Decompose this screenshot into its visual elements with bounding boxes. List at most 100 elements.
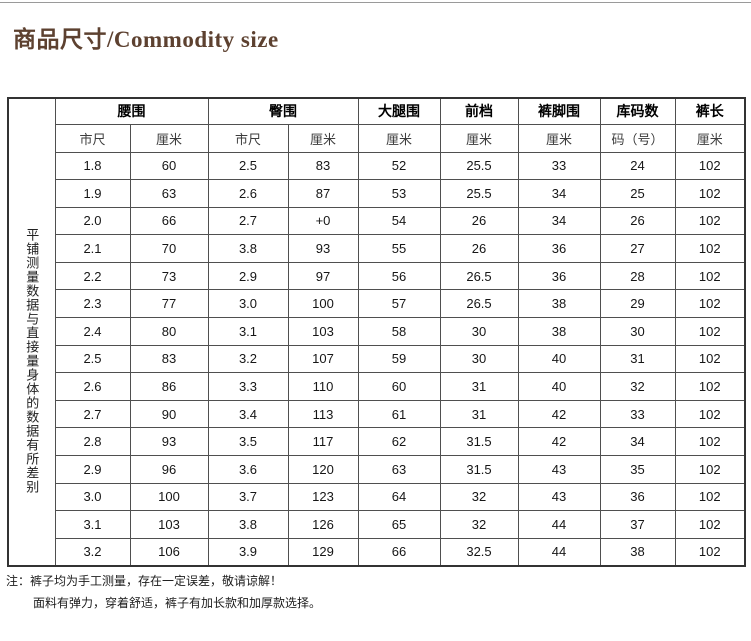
table-cell: 40 bbox=[517, 344, 601, 374]
table-cell: 37 bbox=[599, 510, 676, 539]
table-cell: 35 bbox=[599, 455, 676, 484]
table-cell: 38 bbox=[517, 289, 601, 319]
table-cell: 31 bbox=[439, 399, 519, 429]
table-cell: 34 bbox=[517, 179, 601, 208]
table-cell: 103 bbox=[129, 510, 209, 539]
table-row: 3.1 103 3.8 126 65 32 44 37 102 bbox=[8, 510, 746, 539]
column-group-header: 裤长 bbox=[674, 97, 746, 125]
table-cell: 3.2 bbox=[54, 537, 131, 567]
footnote-measurement: 注：裤子均为手工测量，存在一定误差，敬请谅解！ bbox=[6, 574, 283, 588]
table-row: 2.8 93 3.5 117 62 31.5 42 34 102 bbox=[8, 427, 746, 457]
table-cell: 117 bbox=[287, 427, 359, 457]
table-cell: 26.5 bbox=[439, 261, 519, 291]
table-cell: 96 bbox=[129, 455, 209, 484]
table-row: 2.7 90 3.4 113 61 31 42 33 102 bbox=[8, 399, 746, 429]
table-cell: 102 bbox=[674, 455, 746, 484]
commodity-size-table: 平铺测量数据与直接量身体的数据有所差别 腰围 臀围 大腿围 前档 裤脚围 库码数 裤长 市尺 厘米… bbox=[7, 97, 746, 567]
table-cell: 102 bbox=[674, 482, 746, 512]
table-row: 2.9 96 3.6 120 63 31.5 43 35 102 bbox=[8, 455, 746, 484]
table-cell: 64 bbox=[357, 482, 441, 512]
table-cell: 28 bbox=[599, 261, 676, 291]
table-cell: 100 bbox=[129, 482, 209, 512]
table-cell: 32 bbox=[439, 482, 519, 512]
table-cell: 40 bbox=[517, 372, 601, 401]
table-cell: 55 bbox=[357, 234, 441, 263]
table-cell: 3.5 bbox=[207, 427, 289, 457]
table-cell: 33 bbox=[599, 399, 676, 429]
unit-header: 厘米 bbox=[674, 123, 746, 153]
table-cell: 34 bbox=[599, 427, 676, 457]
table-row: 1.9 63 2.6 87 53 25.5 34 25 102 bbox=[8, 179, 746, 208]
table-cell: 44 bbox=[517, 510, 601, 539]
table-cell: 100 bbox=[287, 289, 359, 319]
unit-header: 市尺 bbox=[54, 123, 131, 153]
table-cell: 44 bbox=[517, 537, 601, 567]
table-cell: 113 bbox=[287, 399, 359, 429]
table-cell: 102 bbox=[674, 234, 746, 263]
table-cell: 27 bbox=[599, 234, 676, 263]
table-row: 2.0 66 2.7 +0 54 26 34 26 102 bbox=[8, 206, 746, 236]
table-row: 2.3 77 3.0 100 57 26.5 38 29 102 bbox=[8, 289, 746, 319]
table-cell: 24 bbox=[599, 151, 676, 181]
unit-header: 厘米 bbox=[357, 123, 441, 153]
table-cell: 3.7 bbox=[207, 482, 289, 512]
table-cell: 102 bbox=[674, 427, 746, 457]
table-cell: 2.7 bbox=[207, 206, 289, 236]
table-cell: 62 bbox=[357, 427, 441, 457]
table-cell: 31.5 bbox=[439, 455, 519, 484]
column-group-header: 裤脚围 bbox=[517, 97, 601, 125]
table-cell: 57 bbox=[357, 289, 441, 319]
footnotes: 注：裤子均为手工测量，存在一定误差，敬请谅解！ 面料有弹力，穿着舒适，裤子有加长… bbox=[6, 570, 321, 614]
table-cell: 58 bbox=[357, 317, 441, 346]
side-label-text: 平铺测量数据与直接量身体的数据有所差别 bbox=[24, 227, 40, 494]
table-cell: 120 bbox=[287, 455, 359, 484]
table-row: 2.4 80 3.1 103 58 30 38 30 102 bbox=[8, 317, 746, 346]
table-cell: 32 bbox=[439, 510, 519, 539]
table-cell: 33 bbox=[517, 151, 601, 181]
table-row: 2.1 70 3.8 93 55 26 36 27 102 bbox=[8, 234, 746, 263]
table-cell: 2.9 bbox=[207, 261, 289, 291]
unit-header: 厘米 bbox=[287, 123, 359, 153]
table-cell: 2.3 bbox=[54, 289, 131, 319]
header-group-row: 平铺测量数据与直接量身体的数据有所差别 腰围 臀围 大腿围 前档 裤脚围 库码数 裤长 bbox=[7, 97, 746, 567]
table-cell: 2.8 bbox=[54, 427, 131, 457]
table-cell: 42 bbox=[517, 399, 601, 429]
table-cell: 65 bbox=[357, 510, 441, 539]
table-cell: 3.3 bbox=[207, 372, 289, 401]
table-cell: 80 bbox=[129, 317, 209, 346]
table-cell: 2.6 bbox=[207, 179, 289, 208]
table-cell: 3.0 bbox=[54, 482, 131, 512]
table-cell: 1.9 bbox=[54, 179, 131, 208]
table-cell: 3.9 bbox=[207, 537, 289, 567]
table-cell: 36 bbox=[517, 234, 601, 263]
table-cell: 102 bbox=[674, 151, 746, 181]
table-cell: 30 bbox=[439, 344, 519, 374]
table-cell: 66 bbox=[357, 537, 441, 567]
table-cell: 3.1 bbox=[207, 317, 289, 346]
table-cell: 42 bbox=[517, 427, 601, 457]
table-cell: 83 bbox=[129, 344, 209, 374]
table-cell: 3.8 bbox=[207, 510, 289, 539]
table-cell: 38 bbox=[517, 317, 601, 346]
unit-header: 厘米 bbox=[517, 123, 601, 153]
table-cell: 31 bbox=[439, 372, 519, 401]
table-cell: 26.5 bbox=[439, 289, 519, 319]
table-cell: 102 bbox=[674, 344, 746, 374]
table-cell: 2.6 bbox=[54, 372, 131, 401]
table-cell: 2.5 bbox=[207, 151, 289, 181]
table-cell: 102 bbox=[674, 537, 746, 567]
table-cell: 90 bbox=[129, 399, 209, 429]
table-cell: 73 bbox=[129, 261, 209, 291]
table-cell: 54 bbox=[357, 206, 441, 236]
table-cell: 25.5 bbox=[439, 179, 519, 208]
footnote-fabric: 面料有弹力，穿着舒适，裤子有加长款和加厚款选择。 bbox=[33, 596, 322, 610]
table-cell: 60 bbox=[357, 372, 441, 401]
table-cell: 56 bbox=[357, 261, 441, 291]
table-cell: 25 bbox=[599, 179, 676, 208]
table-cell: 53 bbox=[357, 179, 441, 208]
table-cell: 123 bbox=[287, 482, 359, 512]
table-cell: 63 bbox=[129, 179, 209, 208]
table-cell: 102 bbox=[674, 317, 746, 346]
table-cell: 30 bbox=[439, 317, 519, 346]
table-cell: 2.9 bbox=[54, 455, 131, 484]
